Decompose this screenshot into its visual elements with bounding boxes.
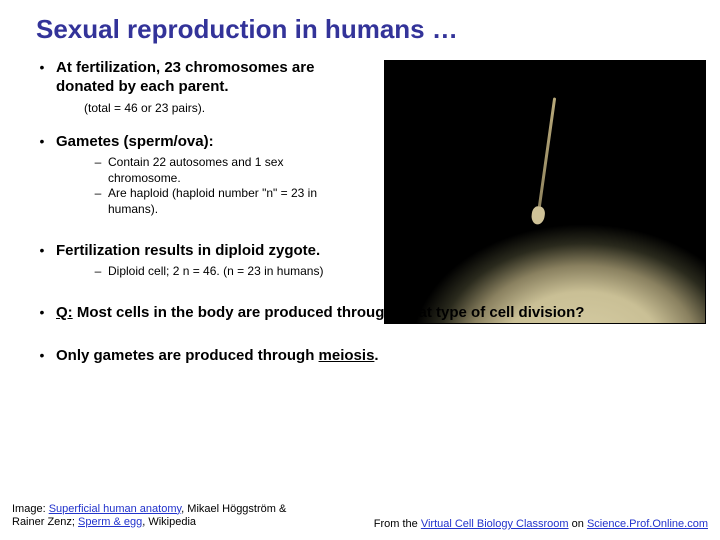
bullet-1-annot: (total = 46 or 23 pairs). (84, 101, 364, 115)
bullet-2-sub-1: – Contain 22 autosomes and 1 sex chromos… (88, 155, 720, 186)
sub-marker: – (88, 155, 108, 186)
credit-pre: Image: (12, 503, 49, 515)
bullet-5: • Only gametes are produced through meio… (28, 347, 720, 366)
sub-marker: – (88, 186, 108, 217)
credit-link-1[interactable]: Superficial human anatomy (49, 503, 181, 515)
bullet-marker: • (28, 242, 56, 261)
bullet-4: • Q: Most cells in the body are produced… (28, 304, 720, 323)
bullet-3: • Fertilization results in diploid zygot… (28, 242, 720, 261)
source-credit: From the Virtual Cell Biology Classroom … (374, 518, 708, 530)
bullet-marker: • (28, 347, 56, 366)
image-credit: Image: Superficial human anatomy, Mikael… (12, 503, 312, 531)
bullet-1: • At fertilization, 23 chromosomes are d… (28, 59, 720, 97)
bullet-5-bold: meiosis (319, 347, 375, 364)
sub-marker: – (88, 264, 108, 280)
credit-post: , Wikipedia (142, 516, 196, 528)
bullet-marker: • (28, 59, 56, 97)
bullet-4-text: Q: Most cells in the body are produced t… (56, 304, 584, 323)
bullet-3-sub-1-text: Diploid cell; 2 n = 46. (n = 23 in human… (108, 264, 323, 280)
source-link-1[interactable]: Virtual Cell Biology Classroom (421, 518, 569, 530)
bullet-3-sub-1: – Diploid cell; 2 n = 46. (n = 23 in hum… (88, 264, 720, 280)
credit-link-2[interactable]: Sperm & egg (78, 516, 142, 528)
source-link-2[interactable]: Science.Prof.Online.com (587, 518, 708, 530)
bullet-5-text: Only gametes are produced through meiosi… (56, 347, 379, 366)
bullet-4-prefix: Q: (56, 304, 73, 321)
bullet-2-sub-1-text: Contain 22 autosomes and 1 sex chromosom… (108, 155, 348, 186)
bullet-5-post: . (374, 347, 378, 364)
bullet-2-text: Gametes (sperm/ova): (56, 133, 214, 152)
bullet-marker: • (28, 304, 56, 323)
source-pre: From the (374, 518, 421, 530)
source-mid: on (569, 518, 587, 530)
bullet-2-sub-2-text: Are haploid (haploid number "n" = 23 in … (108, 186, 348, 217)
slide-body: • At fertilization, 23 chromosomes are d… (0, 45, 720, 365)
footer: Image: Superficial human anatomy, Mikael… (12, 503, 708, 531)
bullet-5-pre: Only gametes are produced through (56, 347, 319, 364)
bullet-3-text: Fertilization results in diploid zygote. (56, 242, 320, 261)
bullet-1-text: At fertilization, 23 chromosomes are don… (56, 59, 356, 97)
bullet-4-body: Most cells in the body are produced thro… (77, 304, 585, 321)
slide-title: Sexual reproduction in humans … (0, 0, 720, 45)
bullet-2-sub-2: – Are haploid (haploid number "n" = 23 i… (88, 186, 720, 217)
bullet-2: • Gametes (sperm/ova): (28, 133, 720, 152)
bullet-marker: • (28, 133, 56, 152)
